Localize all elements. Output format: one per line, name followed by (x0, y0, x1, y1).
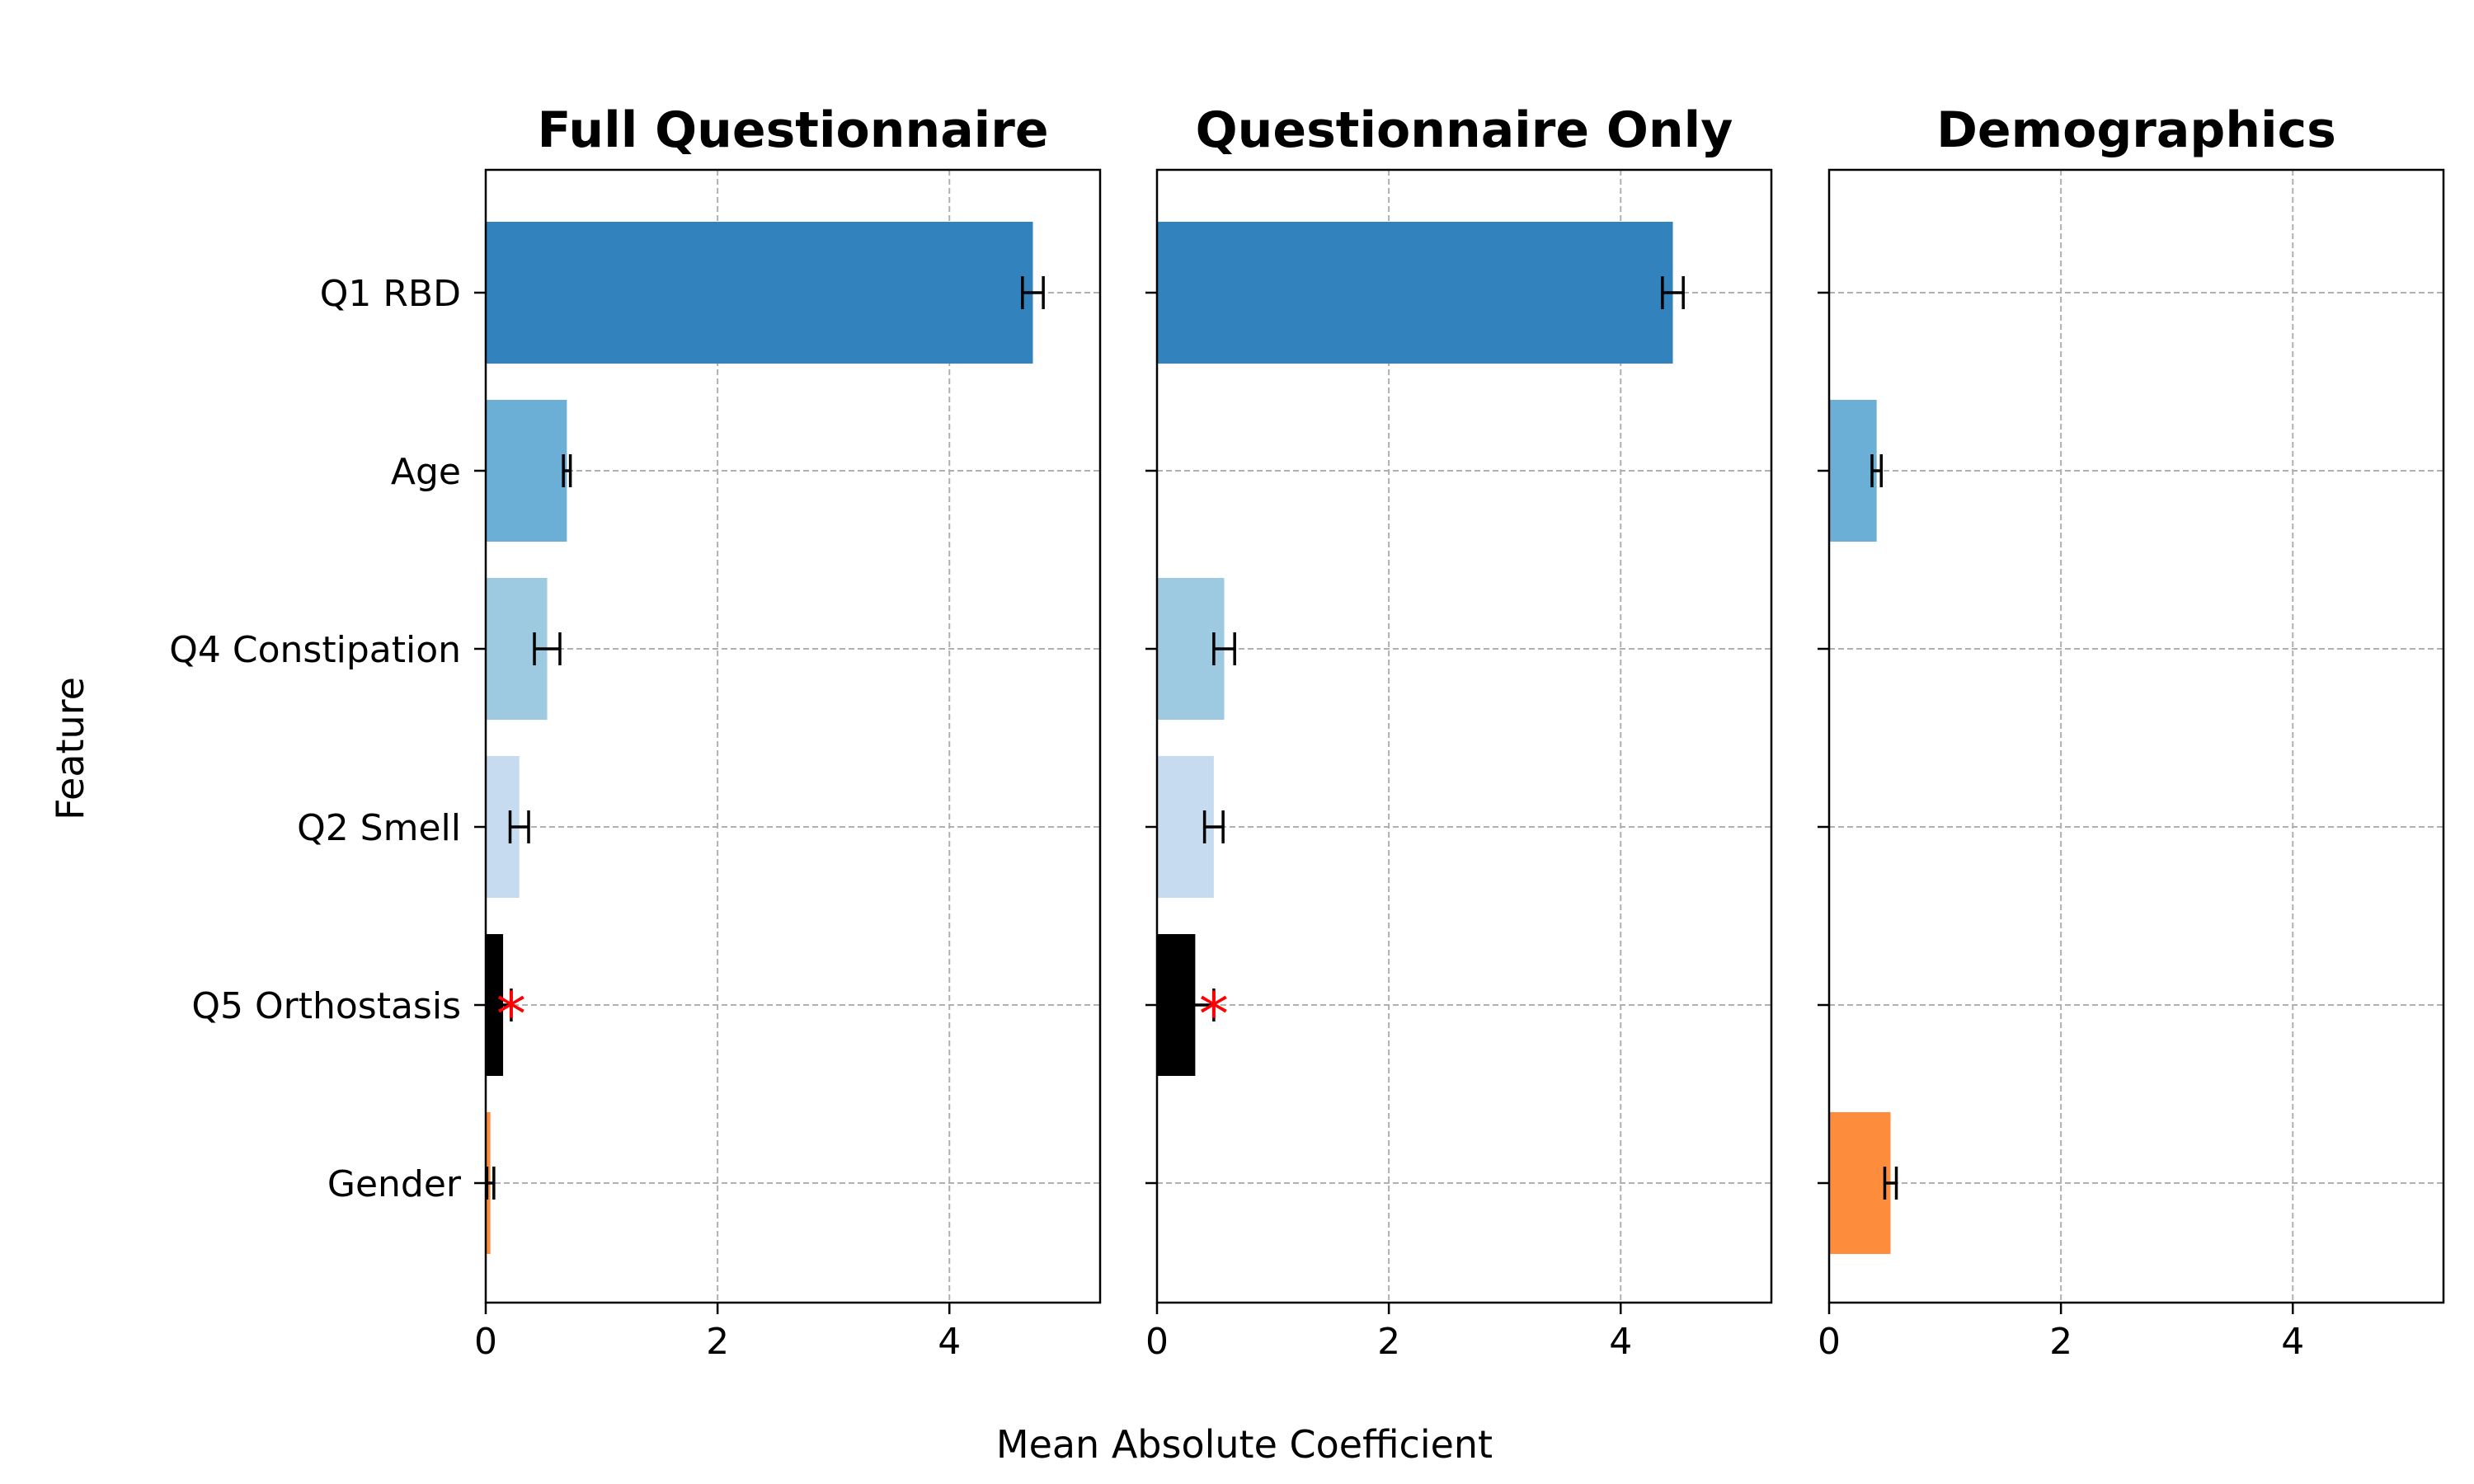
error-bar-q5-orthostasis (493, 989, 513, 1021)
y-tick-label: Gender (327, 1163, 462, 1205)
error-bar-q2-smell (508, 810, 530, 843)
bar-q1-rbd (486, 222, 1033, 364)
panel-title: Full Questionnaire (537, 101, 1048, 159)
panel-frame (1827, 168, 2445, 1304)
y-tick-label: Age (391, 451, 461, 493)
error-bar-q2-smell (1202, 810, 1225, 843)
panel-questionnaire-only: Questionnaire Only * 0 2 4 (1145, 101, 1773, 1363)
y-tick-label: Q5 Orthostasis (191, 985, 461, 1027)
x-tick-label: 0 (1818, 1321, 1841, 1363)
x-axis-label: Mean Absolute Coefficient (996, 1422, 1493, 1467)
bar-age (1829, 400, 1877, 542)
panel-demographics: Demographics 0 2 4 (1818, 101, 2445, 1363)
error-bar-q4-constipation (533, 632, 562, 665)
y-tick-label: Q2 Smell (297, 807, 461, 849)
panel-frame (484, 168, 1102, 1304)
x-tick-label: 4 (1609, 1321, 1632, 1363)
bar-q1-rbd (1157, 222, 1673, 364)
x-tick-label: 2 (706, 1321, 729, 1363)
error-bar-age (1870, 454, 1884, 487)
significance-marker: * (496, 979, 526, 1049)
panel-title: Questionnaire Only (1196, 101, 1733, 159)
error-bar-gender (485, 1167, 496, 1200)
error-bar-gender (1883, 1167, 1898, 1200)
bar-gender (1829, 1112, 1891, 1254)
y-axis-label: Feature (48, 677, 92, 820)
error-bar-q5-orthostasis (1175, 989, 1216, 1021)
x-tick-label: 0 (474, 1321, 497, 1363)
panel-full-questionnaire: Full Questionnaire * 0 2 4 Q1 RBD Age Q4 Consti… (169, 101, 1102, 1363)
error-bar-q1-rbd (1021, 276, 1045, 309)
x-tick-label: 4 (2281, 1321, 2304, 1363)
significance-marker: * (1199, 979, 1229, 1049)
bar-age (486, 400, 567, 542)
x-tick-label: 2 (1377, 1321, 1400, 1363)
y-tick-label: Q1 RBD (320, 273, 461, 315)
x-tick-label: 0 (1145, 1321, 1169, 1363)
panels: Full Questionnaire * 0 2 4 Q1 RBD Age Q4 Consti… (169, 101, 2445, 1363)
y-tick-label: Q4 Constipation (169, 629, 461, 671)
error-bar-q1-rbd (1661, 276, 1685, 309)
error-bar-q4-constipation (1212, 632, 1236, 665)
error-bar-age (562, 454, 572, 487)
x-tick-label: 2 (2049, 1321, 2072, 1363)
panel-frame (1155, 168, 1773, 1304)
x-tick-label: 4 (938, 1321, 961, 1363)
panel-title: Demographics (1936, 101, 2336, 159)
